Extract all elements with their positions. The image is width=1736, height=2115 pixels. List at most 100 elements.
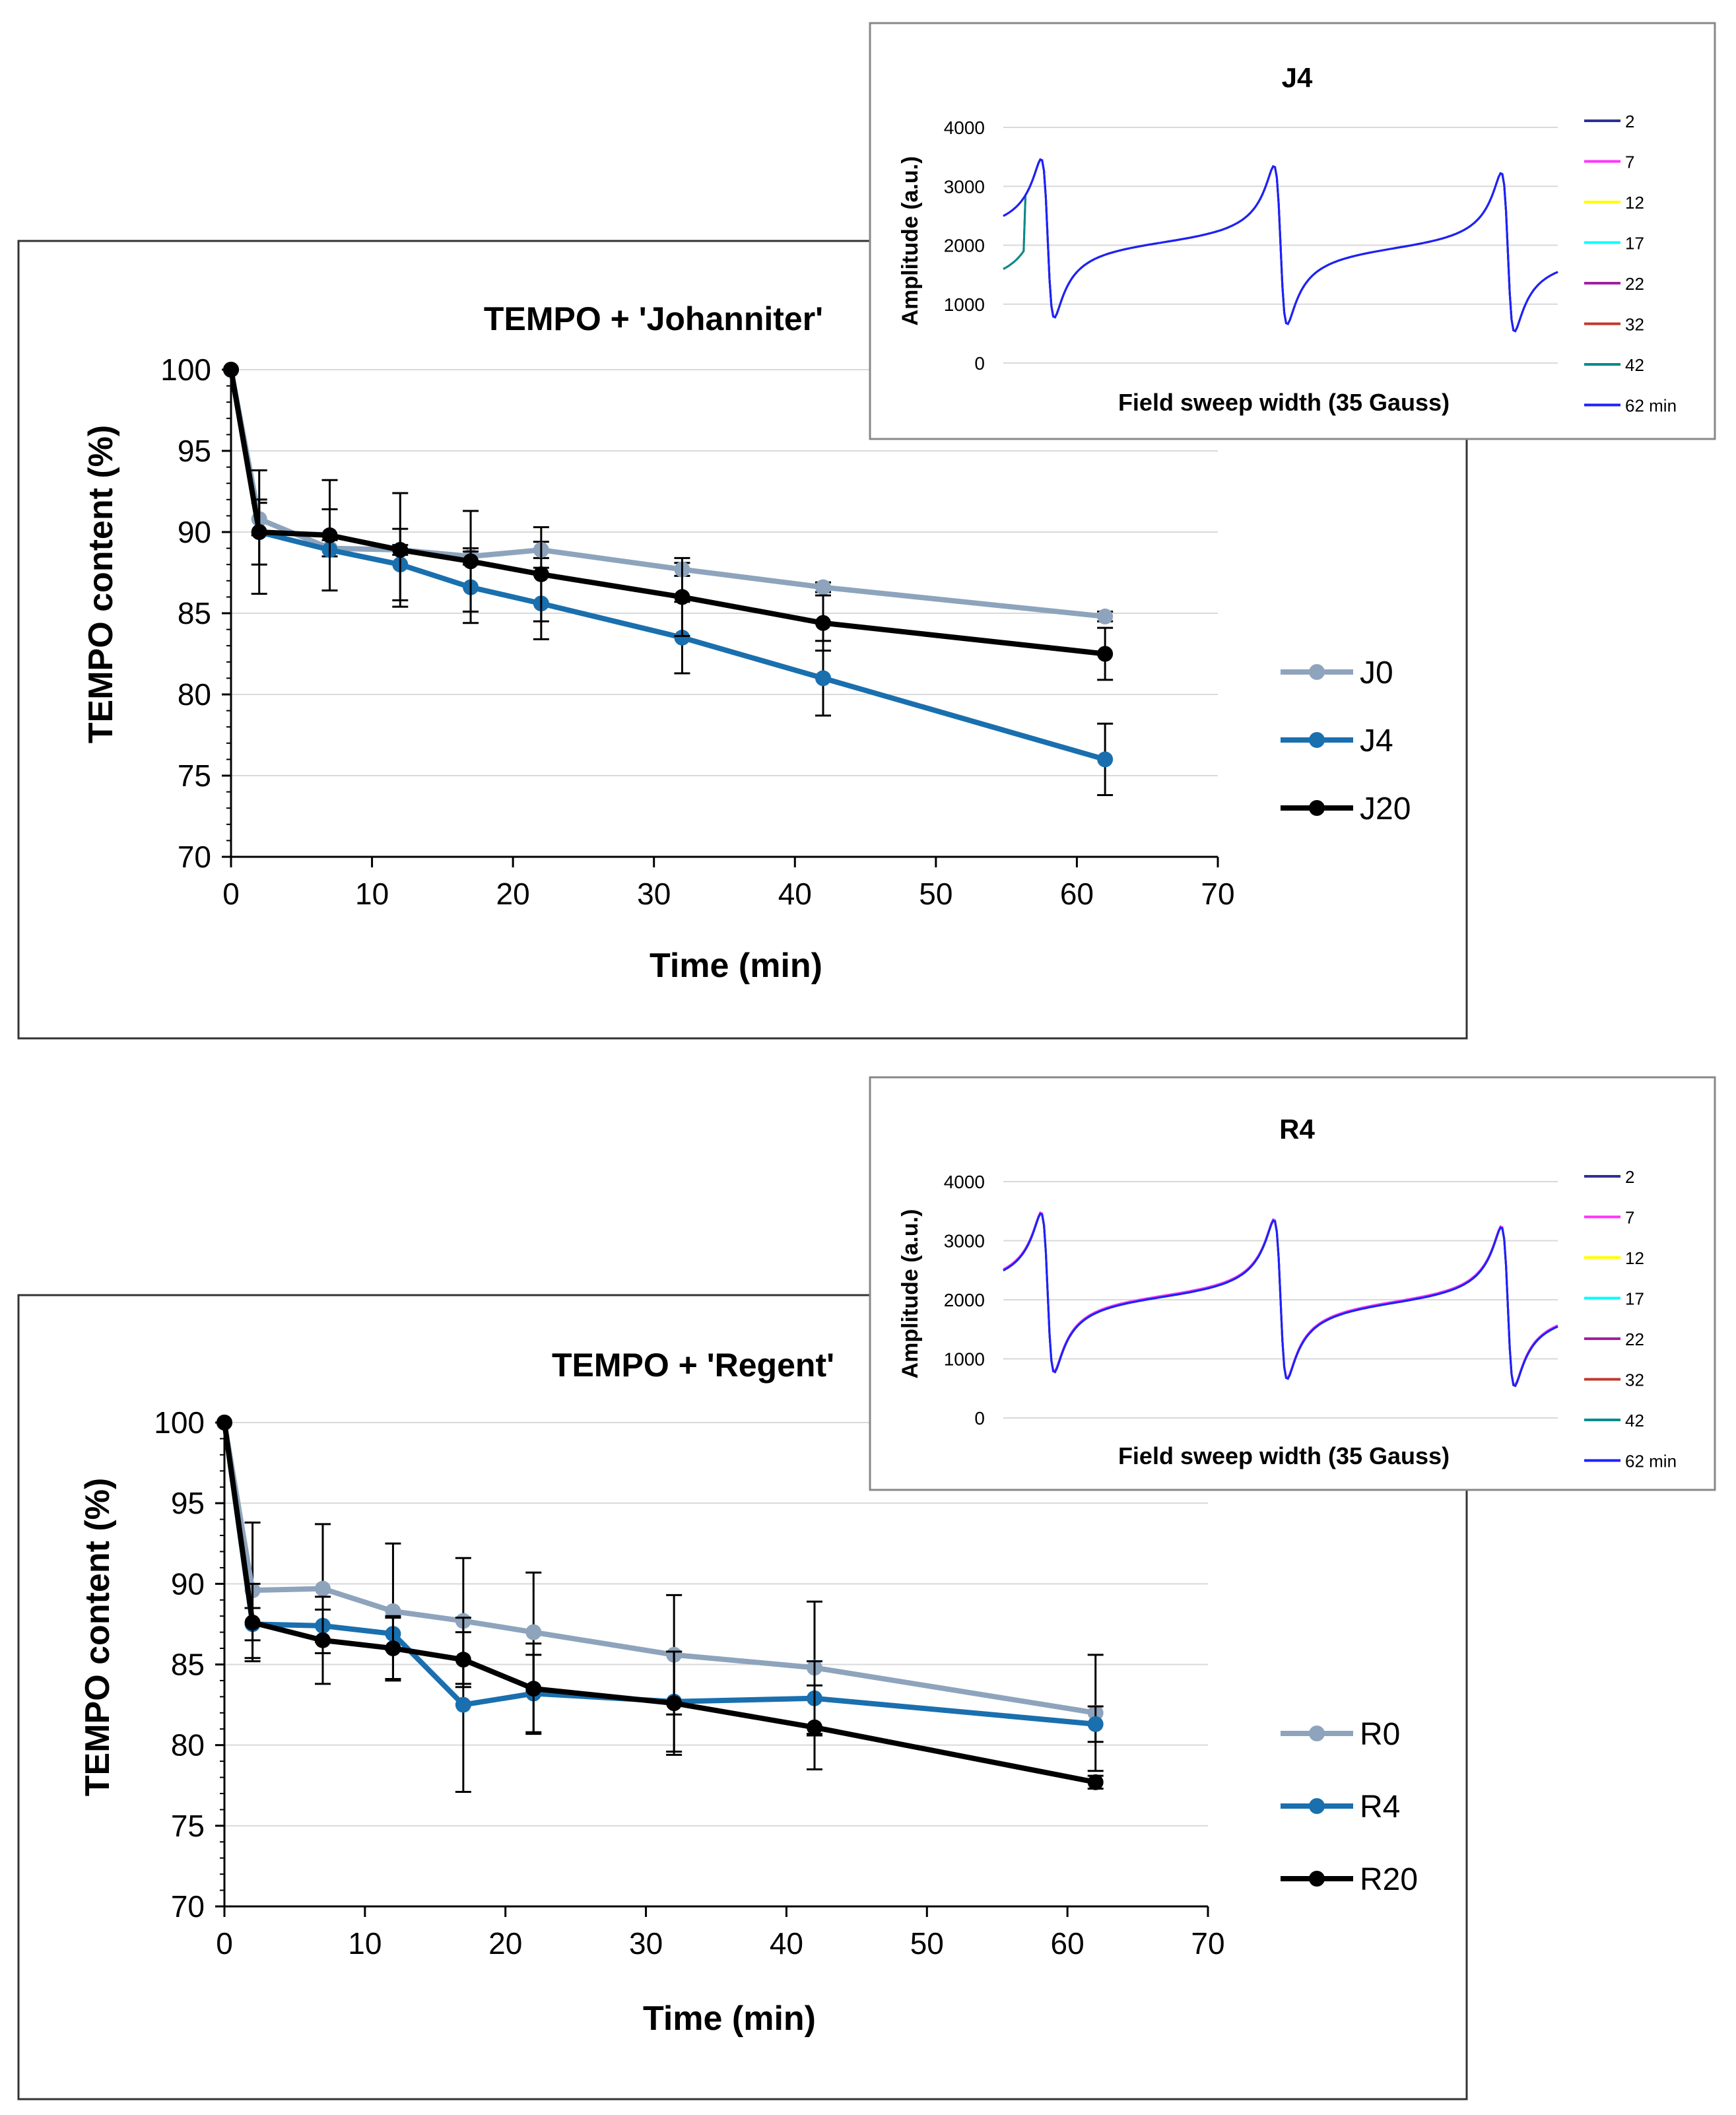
spectrum-line <box>1003 158 1558 333</box>
y-tick-labels: 70 75 80 85 90 95 100 <box>154 1405 205 1924</box>
y-tick-label: 3000 <box>944 176 985 197</box>
inset-frame <box>869 1076 1716 1491</box>
chart-title: TEMPO + 'Johanniter' <box>484 300 823 337</box>
y-tick-label: 90 <box>171 1566 205 1601</box>
data-point-R20 <box>244 1614 261 1630</box>
legend-label: J4 <box>1360 723 1393 758</box>
x-tick-label: 20 <box>496 877 530 911</box>
x-tick-label: 10 <box>348 1926 382 1961</box>
data-point-J20 <box>1097 646 1114 662</box>
data-point-R0 <box>525 1624 542 1640</box>
legend-label: R4 <box>1360 1790 1400 1825</box>
legend-label: 42 <box>1625 1411 1644 1430</box>
legend-swatch-marker <box>1309 1798 1325 1814</box>
data-point-R4 <box>455 1696 471 1713</box>
y-tick-label: 80 <box>178 677 211 712</box>
legend-swatch-marker <box>1309 800 1325 816</box>
spectrum-lines <box>1003 158 1558 333</box>
x-tick-label: 10 <box>355 877 389 911</box>
y-tick-labels: 0 1000 2000 3000 4000 <box>944 118 985 374</box>
x-tick-label: 0 <box>216 1926 233 1961</box>
data-point-J20 <box>223 362 239 378</box>
data-point-J20 <box>674 589 690 605</box>
legend: 2 7 12 17 22 32 42 62 min <box>1584 112 1677 416</box>
legend-label: 22 <box>1625 1329 1644 1349</box>
y-tick-label: 70 <box>171 1889 205 1924</box>
data-point-J0 <box>1097 608 1114 624</box>
y-tick-labels: 70 75 80 85 90 95 100 <box>160 352 211 874</box>
legend-label: 32 <box>1625 1370 1644 1390</box>
axes <box>215 1419 1209 1917</box>
data-point-J20 <box>533 566 549 582</box>
legend-label: 17 <box>1625 1289 1644 1309</box>
x-tick-label: 60 <box>1051 1926 1085 1961</box>
x-tick-label: 70 <box>1201 877 1234 911</box>
y-tick-label: 75 <box>178 758 211 793</box>
data-point-R20 <box>217 1415 232 1430</box>
spectrum-lines <box>1003 1211 1558 1388</box>
data-point-J4 <box>1097 751 1114 768</box>
data-point-R20 <box>525 1681 542 1697</box>
y-tick-label: 2000 <box>944 236 985 256</box>
x-axis-label: Time (min) <box>650 947 822 985</box>
legend-swatch-marker <box>1309 664 1325 680</box>
x-tick-label: 40 <box>770 1926 803 1961</box>
y-tick-label: 0 <box>974 353 985 374</box>
y-tick-label: 95 <box>171 1486 205 1520</box>
x-tick-label: 60 <box>1060 877 1094 911</box>
inset-y-axis-label: Amplitude (a.u.) <box>898 1209 923 1379</box>
legend-label: 7 <box>1625 152 1634 172</box>
x-tick-label: 50 <box>919 877 952 911</box>
x-tick-label: 30 <box>629 1926 663 1961</box>
legend-swatch-marker <box>1309 1726 1325 1741</box>
legend-label: 62 min <box>1625 1452 1677 1471</box>
legend: 2 7 12 17 22 32 42 62 min <box>1584 1167 1677 1471</box>
inset-title: R4 <box>1279 1114 1315 1145</box>
data-point-J4 <box>674 629 690 646</box>
y-tick-label: 100 <box>160 352 211 387</box>
inset-frame <box>869 22 1716 440</box>
inset-x-axis-label: Field sweep width (35 Gauss) <box>1118 389 1450 416</box>
grid <box>1003 1181 1558 1419</box>
axes <box>222 366 1219 867</box>
legend-label: 42 <box>1625 355 1644 375</box>
legend: J0 J4 J20 <box>1281 655 1411 826</box>
data-point-R20 <box>807 1719 822 1735</box>
y-tick-labels: 0 1000 2000 3000 4000 <box>944 1172 985 1428</box>
y-tick-label: 2000 <box>944 1290 985 1310</box>
data-point-J20 <box>815 615 831 631</box>
data-point-R20 <box>385 1640 401 1657</box>
legend-label: 22 <box>1625 274 1644 294</box>
legend-label: 17 <box>1625 234 1644 253</box>
x-tick-label: 30 <box>637 877 671 911</box>
data-point-R20 <box>315 1632 331 1648</box>
y-tick-label: 100 <box>154 1405 205 1440</box>
y-tick-label: 4000 <box>944 118 985 138</box>
inset-r4: R4 Amplitude (a.u.) Field sweep width (3… <box>869 1076 1716 1491</box>
legend-label: 32 <box>1625 315 1644 335</box>
y-tick-label: 85 <box>171 1648 205 1682</box>
y-tick-label: 0 <box>974 1408 985 1428</box>
legend-label: 7 <box>1625 1208 1634 1228</box>
data-point-J0 <box>815 579 831 595</box>
data-point-R20 <box>455 1652 471 1668</box>
series-group <box>217 1415 1104 1794</box>
data-point-J20 <box>392 542 409 558</box>
data-point-R0 <box>315 1580 331 1597</box>
data-point-J20 <box>321 527 338 543</box>
legend-label: J0 <box>1360 655 1393 690</box>
x-tick-label: 0 <box>222 877 240 911</box>
legend-swatch-marker <box>1309 1871 1325 1887</box>
x-axis-label: Time (min) <box>643 1999 816 2038</box>
data-point-R4 <box>1087 1716 1104 1732</box>
legend-label: 12 <box>1625 193 1644 213</box>
legend-swatch-marker <box>1309 732 1325 748</box>
series-R20 <box>217 1415 1104 1790</box>
x-tick-labels: 0 10 20 30 40 50 60 70 <box>222 877 1234 911</box>
y-tick-label: 4000 <box>944 1172 985 1192</box>
series-group <box>223 362 1114 797</box>
x-tick-label: 50 <box>910 1926 944 1961</box>
legend-label: J20 <box>1360 791 1411 826</box>
inset-x-axis-label: Field sweep width (35 Gauss) <box>1118 1442 1450 1469</box>
inset-y-axis-label: Amplitude (a.u.) <box>898 156 923 326</box>
